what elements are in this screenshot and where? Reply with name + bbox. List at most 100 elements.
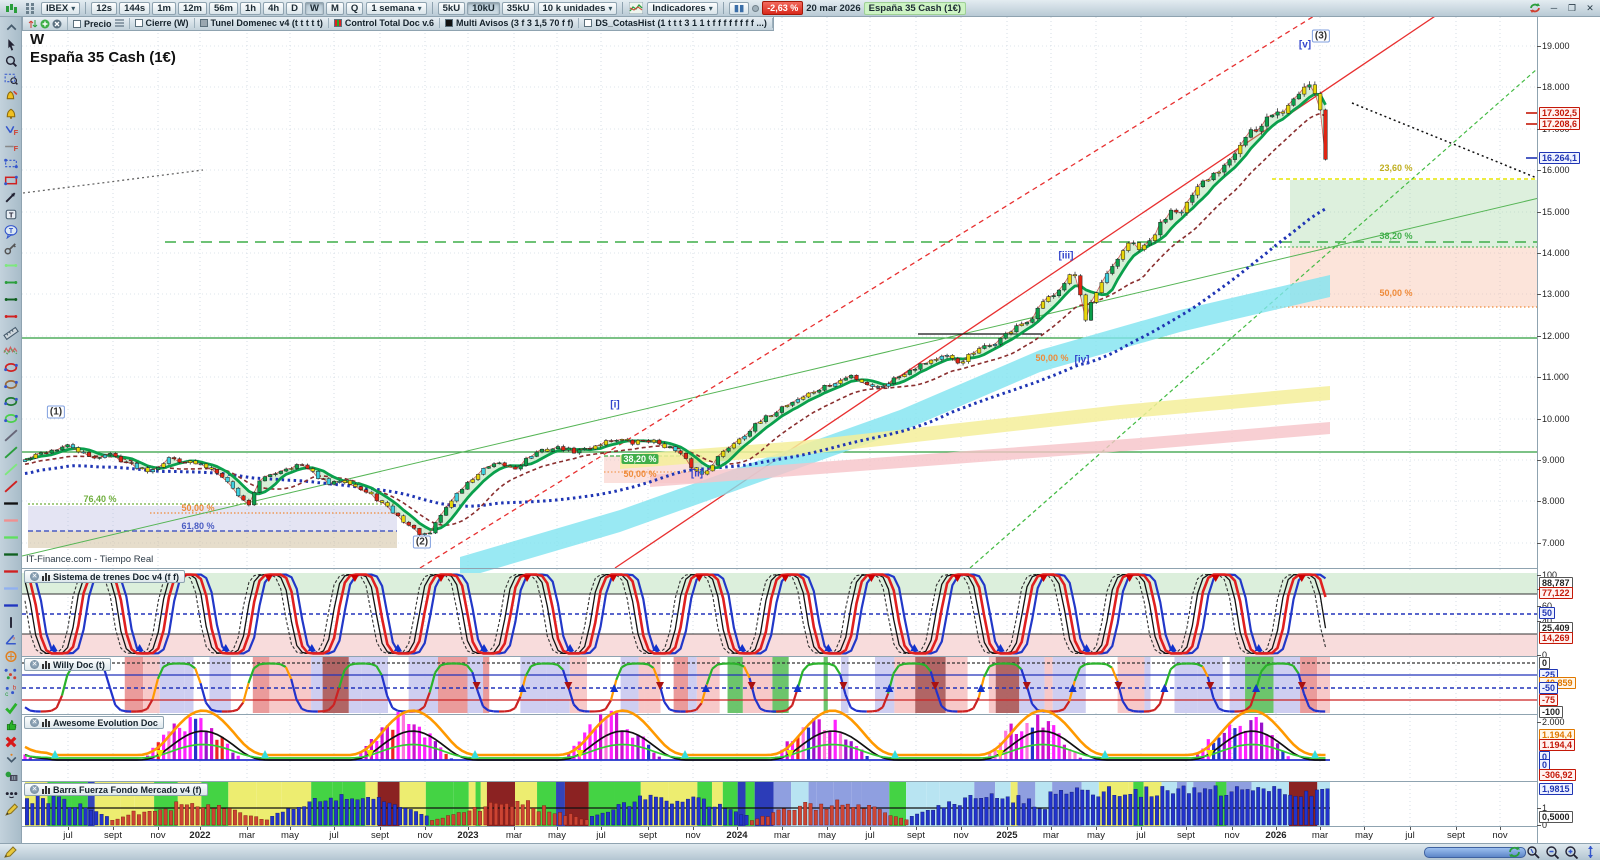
timeframe-button-1m[interactable]: 1m (152, 1, 176, 15)
indicator-preview-icon[interactable] (628, 2, 644, 15)
magnifier-icon[interactable] (2, 53, 20, 70)
chevron-up-icon[interactable] (2, 19, 20, 36)
seg-green-icon[interactable] (2, 274, 20, 291)
checkbox-icon[interactable] (584, 19, 593, 27)
checkbox-icon[interactable] (73, 19, 81, 28)
swatch-icon[interactable] (445, 19, 454, 27)
x-red-icon[interactable] (2, 733, 20, 750)
fit-height-icon[interactable] (1582, 845, 1598, 859)
bubble-t-icon[interactable]: T (2, 223, 20, 240)
vline-icon[interactable] (2, 614, 20, 631)
unit-button-35ku[interactable]: 35kU (501, 1, 535, 15)
indicator-toggle-3[interactable]: Tunel Domenec v4 (t t t t t) (195, 18, 329, 28)
timeframe-button-w[interactable]: W (305, 1, 324, 15)
diag-gray-icon[interactable] (2, 427, 20, 444)
hline-red-icon[interactable] (2, 563, 20, 580)
price-axis[interactable]: 19.000 18.000 1 7.000 16.000 15.000 14.000 13.0… (1536, 17, 1600, 843)
anchor-f-icon[interactable]: F (2, 121, 20, 138)
magnifier-area-icon[interactable] (2, 70, 20, 87)
sort-arrows-icon[interactable] (28, 19, 38, 29)
arrow-ne-icon[interactable] (2, 189, 20, 206)
swatch-icon[interactable] (333, 19, 342, 27)
rect-red-icon[interactable] (2, 172, 20, 189)
period-selector[interactable]: 1 semana (366, 1, 427, 15)
indicator-toggle-2[interactable]: Cierre (W) (130, 18, 195, 28)
cursor-icon[interactable] (2, 36, 20, 53)
candlestick-chart-icon[interactable] (3, 2, 19, 15)
unit-button-5ku[interactable]: 5kU (437, 1, 466, 15)
seg-lightgreen-icon[interactable] (2, 257, 20, 274)
units-selector[interactable]: 10 k unidades (537, 1, 618, 15)
panel-close-icon[interactable]: ✕ (30, 718, 39, 727)
zoom-select-icon[interactable] (1525, 845, 1541, 859)
angle-icon[interactable]: º (2, 631, 20, 648)
symbol-selector[interactable]: IBEX (41, 1, 81, 15)
panel-close-icon[interactable]: ✕ (30, 785, 39, 794)
hline-blue-icon[interactable] (2, 597, 20, 614)
key-icon[interactable] (2, 240, 20, 257)
check-icon[interactable] (2, 699, 20, 716)
unit-button-10ku[interactable]: 10kU (467, 1, 500, 15)
hline-darkgreen-icon[interactable] (2, 546, 20, 563)
list-icon[interactable] (114, 18, 124, 29)
letter-t-icon[interactable]: T (2, 206, 20, 223)
timeframe-button-q[interactable]: Q (345, 1, 364, 15)
thumbs-up-icon[interactable] (2, 716, 20, 733)
chart-canvas[interactable] (22, 17, 1537, 843)
indicators-menu[interactable]: Indicadores (647, 1, 718, 15)
seg-red-icon[interactable] (2, 308, 20, 325)
minimize-button[interactable]: ─ (1550, 3, 1558, 13)
compass-icon[interactable] (2, 648, 20, 665)
zoom-out-icon[interactable] (1544, 845, 1560, 859)
timeframe-button-144s[interactable]: 144s (119, 1, 151, 15)
pause-button[interactable]: ▮▮ (728, 1, 750, 15)
time-axis[interactable]: jul sept nov 2022 mar may jul sept nov 2023 mar may… (22, 826, 1537, 843)
swatch-icon[interactable] (199, 19, 208, 27)
timeframe-button-12m[interactable]: 12m (177, 1, 207, 15)
panel-close-icon[interactable]: ✕ (30, 660, 39, 669)
timeframe-button-56m[interactable]: 56m (208, 1, 238, 15)
timeframe-button-1h[interactable]: 1h (239, 1, 262, 15)
ellipse-green-icon[interactable] (2, 393, 20, 410)
timeframe-button-m[interactable]: M (326, 1, 344, 15)
diag-red-icon[interactable] (2, 478, 20, 495)
pencil-icon[interactable] (2, 801, 20, 818)
hline-black-icon[interactable] (2, 495, 20, 512)
hline-lightgreen-icon[interactable] (2, 529, 20, 546)
timeframe-button-12s[interactable]: 12s (91, 1, 118, 15)
timeframe-button-4h[interactable]: 4h (263, 1, 285, 15)
checkbox-icon[interactable] (134, 19, 143, 27)
grid-handle-icon[interactable] (22, 2, 38, 15)
seg-darkgreen-icon[interactable] (2, 291, 20, 308)
wave-icon[interactable] (2, 342, 20, 359)
indicator-toggle-6[interactable]: DS_CotasHist (1 t t t 3 1 1 t f f f f f … (579, 18, 773, 28)
timeframe-button-d[interactable]: D (286, 1, 304, 15)
indicator-toggle-1[interactable]: Precio (68, 18, 130, 29)
close-button[interactable]: ✕ (1586, 2, 1594, 13)
horizontal-scrollbar-thumb[interactable] (1424, 847, 1526, 858)
panel-close-icon[interactable]: ✕ (30, 572, 39, 581)
indicator-toggle-5[interactable]: Multi Avisos (3 f 3 1,5 70 f f) (440, 18, 580, 28)
diag-green-icon[interactable] (2, 444, 20, 461)
refresh-icon[interactable] (1506, 845, 1522, 859)
restore-button[interactable]: ❐ (1567, 2, 1577, 13)
zoom-in-icon[interactable] (1563, 845, 1579, 859)
ruler-icon[interactable] (2, 325, 20, 342)
diag-lightgreen-icon[interactable] (2, 461, 20, 478)
indicator-toggle-4[interactable]: Control Total Doc v.6 (329, 18, 441, 28)
dots-icon[interactable] (2, 784, 20, 801)
rect-blue-icon[interactable] (2, 155, 20, 172)
points-blue-icon[interactable]: + (2, 665, 20, 682)
hline-lightblue-icon[interactable] (2, 580, 20, 597)
remove-indicator-icon[interactable] (52, 19, 62, 29)
ellipse-lightgreen-icon[interactable] (2, 410, 20, 427)
flag-f-icon[interactable]: F (2, 138, 20, 155)
refresh-icon[interactable] (1527, 2, 1543, 15)
hline-pink-icon[interactable] (2, 512, 20, 529)
ellipse-brown-icon[interactable] (2, 376, 20, 393)
bell-icon[interactable] (2, 104, 20, 121)
chevron-down-icon[interactable] (2, 750, 20, 767)
bell-chart-icon[interactable] (2, 87, 20, 104)
tools-icon[interactable] (2, 767, 20, 784)
